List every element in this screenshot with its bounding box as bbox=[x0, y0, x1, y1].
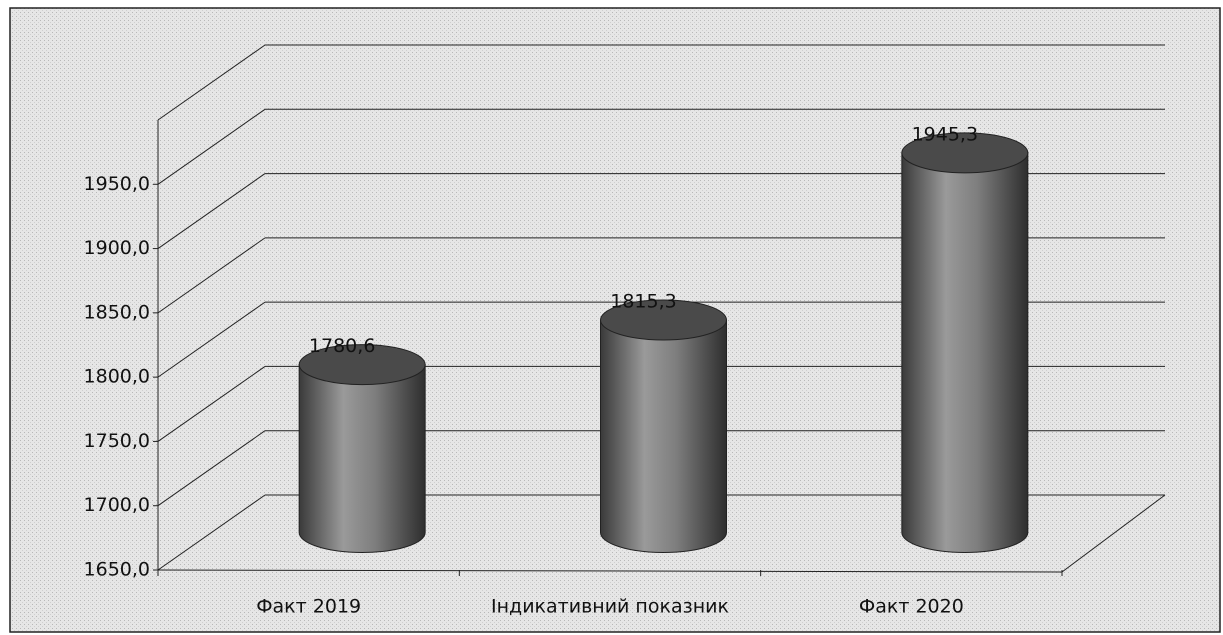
cylinder bbox=[901, 152, 1029, 553]
y-tick-label: 1900,0 bbox=[84, 237, 150, 259]
y-tick-label: 1950,0 bbox=[84, 173, 150, 195]
grid-line-side bbox=[157, 173, 266, 249]
cylinder-top bbox=[901, 132, 1029, 174]
y-tick-label: 1750,0 bbox=[84, 430, 150, 452]
grid-line-side bbox=[157, 237, 266, 314]
x-tick-label: Факт 2020 bbox=[859, 596, 964, 618]
y-tick-label: 1700,0 bbox=[84, 494, 150, 516]
y-tick-label: 1850,0 bbox=[84, 301, 150, 323]
wall-top-side bbox=[157, 44, 266, 121]
grid-line-side bbox=[157, 430, 266, 507]
data-label: 1780,6 bbox=[309, 335, 375, 357]
x-tick-label: Факт 2019 bbox=[256, 596, 361, 618]
cylinder-top bbox=[600, 299, 727, 341]
plot: 1650,0 1700,0 1750,0 1800,0 1850,0 1900,0 1950… bbox=[84, 44, 1166, 618]
grid-line-side bbox=[157, 366, 266, 442]
cylinder-top bbox=[298, 344, 426, 386]
x-axis bbox=[157, 569, 1063, 573]
y-tick-label: 1650,0 bbox=[84, 559, 150, 581]
y-tick-label: 1800,0 bbox=[84, 366, 150, 388]
grid-line-side bbox=[157, 108, 266, 185]
cylinder bbox=[298, 364, 426, 553]
data-label: 1945,3 bbox=[912, 123, 978, 145]
grid-line-side bbox=[157, 494, 266, 571]
cylinder bbox=[600, 319, 727, 553]
data-label: 1815,3 bbox=[610, 290, 676, 312]
floor-right bbox=[1061, 494, 1166, 573]
grid-line-side bbox=[157, 301, 266, 378]
x-tick-label: Індикативний показник bbox=[491, 596, 729, 618]
